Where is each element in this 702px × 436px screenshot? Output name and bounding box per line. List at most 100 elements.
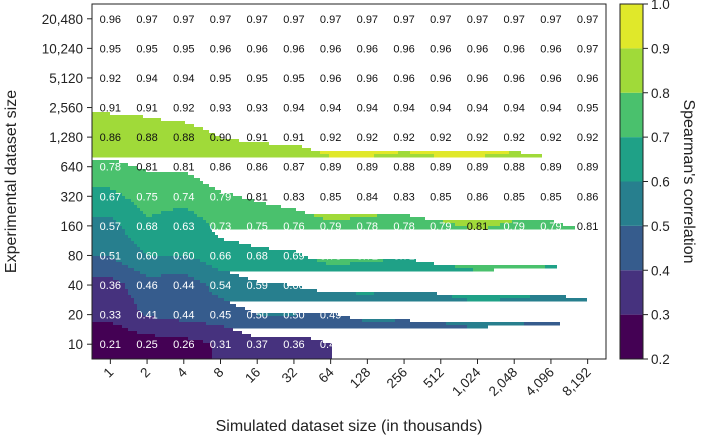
contour-band [92, 112, 110, 116]
cell-value-label: 0.96 [504, 43, 525, 55]
cell-value-label: 0.52 [393, 310, 414, 322]
cell-value-label: 0.96 [430, 43, 451, 55]
y-tick-label: 80 [68, 248, 83, 263]
cell-value-label: 0.63 [357, 280, 378, 292]
cell-value-label: 0.97 [283, 14, 304, 26]
contour-band [200, 280, 257, 284]
contour-band [212, 355, 332, 359]
contour-band [92, 259, 116, 263]
cell-value-label: 0.59 [247, 280, 268, 292]
cell-value-label: 0.81 [577, 221, 598, 233]
cell-value-label: 0.89 [540, 162, 561, 174]
contour-band [473, 268, 494, 272]
cell-value-label: 0.96 [357, 43, 378, 55]
contour-band [323, 217, 350, 221]
contour-band [143, 313, 257, 317]
contour-band [92, 193, 122, 197]
contour-band [92, 226, 122, 230]
contour-band [500, 298, 587, 302]
contour-band [362, 319, 395, 323]
contour-band [92, 205, 137, 209]
contour-band [467, 325, 488, 329]
colorbar-tick-label: 1.0 [651, 0, 670, 12]
contour-band [92, 337, 188, 341]
contour-band [524, 322, 560, 326]
contour-band [203, 340, 323, 344]
cell-value-label: 0.46 [136, 280, 157, 292]
contour-band [140, 310, 251, 314]
cell-value-label: 0.40 [320, 339, 341, 351]
contour-band [92, 217, 113, 221]
contour-band [125, 283, 206, 287]
x-axis-ticks: 1 2 4 8 16 32 64 128 256 512 1,024 2,048 4,096 8,192 [101, 359, 594, 399]
contour-band [374, 292, 437, 296]
contour-band [92, 208, 140, 212]
cell-labels: 0.21 0.25 0.26 0.31 0.37 0.36 0.40 0.41 0.41 0.42… [100, 14, 599, 351]
contour-band [446, 322, 524, 326]
x-tick-label: 16 [242, 365, 263, 386]
contour-band [92, 295, 131, 299]
contour-band [485, 154, 542, 158]
contour-band [92, 199, 131, 203]
contour-band [125, 229, 212, 233]
contour-band [110, 187, 215, 191]
cell-value-label: 0.97 [320, 14, 341, 26]
cell-value-label: 0.54 [210, 280, 231, 292]
y-tick-label: 20,480 [42, 12, 83, 27]
contour-band [92, 262, 122, 266]
cell-value-label: 0.60 [136, 250, 157, 262]
cell-value-label: 0.57 [100, 221, 121, 233]
contour-band [188, 274, 239, 278]
contour-band [173, 208, 188, 212]
contour-band [92, 316, 155, 320]
cell-value-label: 0.74 [577, 250, 598, 262]
cell-value-label: 0.92 [100, 73, 121, 85]
contour-band [134, 268, 218, 272]
cell-value-label: 0.44 [173, 310, 194, 322]
contour-band [317, 259, 383, 263]
contour-band [383, 259, 416, 263]
cell-value-label: 0.73 [210, 221, 231, 233]
contour-band [92, 160, 119, 164]
x-tick-label: 512 [420, 365, 447, 392]
x-tick-label: 8,192 [559, 365, 594, 400]
colorbar-segment [620, 181, 643, 226]
cell-value-label: 0.87 [283, 162, 304, 174]
contour-band [92, 232, 125, 236]
contour-band [92, 241, 134, 245]
contour-band [188, 337, 311, 341]
cell-value-label: 0.89 [430, 162, 451, 174]
contour-band [512, 220, 554, 224]
cell-value-label: 0.96 [467, 43, 488, 55]
contour-band [137, 244, 251, 248]
cell-value-label: 0.94 [320, 103, 341, 115]
cell-value-label: 0.44 [173, 280, 194, 292]
contour-band [137, 205, 281, 209]
cell-value-label: 0.71 [393, 250, 414, 262]
cell-value-label: 0.54 [504, 310, 525, 322]
cell-value-label: 0.33 [100, 310, 121, 322]
contour-band [140, 208, 173, 212]
y-tick-label: 1,280 [49, 130, 83, 145]
cell-value-label: 0.97 [210, 14, 231, 26]
cell-value-label: 0.94 [504, 103, 525, 115]
contour-band [92, 307, 137, 311]
cell-value-label: 0.81 [136, 162, 157, 174]
contour-band [134, 301, 230, 305]
y-tick-label: 2,560 [49, 101, 83, 116]
contour-band [143, 250, 296, 254]
contour-band [134, 241, 239, 245]
contour-band [206, 262, 326, 266]
contour-band [131, 199, 254, 203]
contour-band [92, 127, 203, 131]
cell-value-label: 0.81 [467, 221, 488, 233]
contour-band [92, 319, 179, 323]
contour-band [500, 223, 563, 227]
cell-value-label: 0.95 [100, 43, 121, 55]
cell-value-label: 0.95 [173, 43, 194, 55]
contour-band [125, 286, 209, 290]
cell-value-label: 0.25 [136, 339, 157, 351]
cell-value-label: 0.97 [393, 14, 414, 26]
contour-band [92, 343, 212, 347]
cell-value-label: 0.44 [467, 339, 488, 351]
